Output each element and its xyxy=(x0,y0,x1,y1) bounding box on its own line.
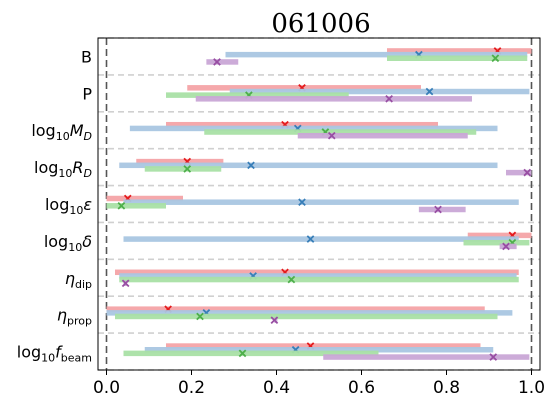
x-tick-label: 0.6 xyxy=(348,378,375,398)
range-bar xyxy=(106,306,485,312)
row-label-part: B xyxy=(81,47,92,66)
range-bar xyxy=(166,92,349,98)
range-bar xyxy=(387,48,532,54)
range-bar xyxy=(123,350,379,357)
row-label-part: log xyxy=(34,158,58,177)
range-bar xyxy=(323,354,530,360)
marker-x xyxy=(425,87,434,96)
row-label-part: P xyxy=(82,84,92,103)
range-bar xyxy=(195,96,472,102)
marker-x xyxy=(196,312,204,321)
marker-x xyxy=(502,242,510,251)
marker-x xyxy=(489,353,498,361)
x-tick-label: 0.2 xyxy=(178,378,205,398)
row-label-part: log xyxy=(17,343,41,362)
range-bar xyxy=(106,203,166,209)
row-label-part: 10 xyxy=(69,204,83,217)
range-bar xyxy=(144,166,222,172)
range-bar xyxy=(206,59,239,65)
range-bar xyxy=(229,88,530,95)
range-bar xyxy=(119,273,517,279)
row-label: ηprop xyxy=(57,306,92,328)
range-bar xyxy=(136,158,224,165)
row-label: log10MD xyxy=(31,121,92,143)
marker-x xyxy=(121,279,130,288)
range-bar xyxy=(144,347,494,353)
range-bar xyxy=(166,343,481,349)
range-bar xyxy=(187,85,421,91)
row-label: P xyxy=(82,84,92,103)
marker-x xyxy=(247,161,255,170)
marker-x xyxy=(434,205,442,214)
row-label: B xyxy=(81,47,92,66)
x-tick-label: 1.0 xyxy=(518,378,545,398)
row-label-part: log xyxy=(31,121,55,140)
row-label-part: M xyxy=(70,121,84,140)
x-tick-label: 0.8 xyxy=(433,378,460,398)
marker-x xyxy=(213,58,221,66)
row-label-part: 10 xyxy=(68,241,82,254)
row-label-part: 10 xyxy=(58,167,72,180)
range-bar xyxy=(467,232,532,239)
row-label: log10δ xyxy=(44,232,92,254)
row-label: log10ε xyxy=(45,195,92,217)
axes-frame xyxy=(97,37,541,371)
range-bar xyxy=(387,55,528,61)
range-bar xyxy=(119,276,519,283)
range-bar xyxy=(506,169,532,176)
marker-x xyxy=(306,235,315,243)
row-label-part: log xyxy=(45,195,69,214)
range-bar xyxy=(106,195,183,202)
row-label-part: D xyxy=(84,167,92,180)
row-label-part: log xyxy=(44,232,68,251)
range-bar xyxy=(204,129,477,135)
row-label-part: δ xyxy=(82,232,92,251)
row-label-part: η xyxy=(57,306,67,325)
row-label: ηdip xyxy=(65,269,92,291)
row-label-part: beam xyxy=(61,352,92,365)
range-bar xyxy=(274,317,278,323)
range-bar xyxy=(463,239,530,246)
row-label-part: R xyxy=(72,158,83,177)
x-tick-label: 0.0 xyxy=(93,378,120,398)
marker-x xyxy=(523,168,532,177)
marker-x xyxy=(298,198,306,207)
marker-x xyxy=(270,316,279,325)
marker-x xyxy=(183,165,192,173)
range-bar xyxy=(225,51,528,58)
row-label-part: prop xyxy=(67,315,92,328)
range-bar xyxy=(418,206,466,213)
range-bar xyxy=(115,269,519,276)
plot-area: BPlog10MDlog10RDlog10εlog10δηdipηproplog… xyxy=(17,37,545,398)
marker-x xyxy=(287,275,296,284)
range-bar xyxy=(166,121,438,128)
range-bar xyxy=(119,162,498,169)
marker-x xyxy=(117,201,126,210)
range-bar xyxy=(499,243,517,250)
row-label: log10fbeam xyxy=(17,343,92,365)
row-label-part: ε xyxy=(83,195,92,214)
range-bar xyxy=(123,236,519,242)
range-bar xyxy=(106,310,513,316)
range-bar xyxy=(115,313,498,320)
row-label: log10RD xyxy=(34,158,92,180)
marker-x xyxy=(327,131,336,140)
marker-x xyxy=(385,94,393,103)
x-tick-label: 0.4 xyxy=(263,378,290,398)
range-bar xyxy=(297,132,468,139)
row-label-part: 10 xyxy=(41,352,55,365)
row-label-part: 10 xyxy=(56,130,70,143)
range-bar xyxy=(123,199,519,205)
marker-x xyxy=(491,54,500,63)
row-label-part: η xyxy=(65,269,75,288)
chart-title: 061006 xyxy=(271,9,370,39)
row-label-part: D xyxy=(84,130,92,143)
range-bar xyxy=(129,125,498,132)
row-label-part: dip xyxy=(75,278,92,291)
row-label-part: f xyxy=(55,343,63,362)
marker-x xyxy=(238,349,247,358)
